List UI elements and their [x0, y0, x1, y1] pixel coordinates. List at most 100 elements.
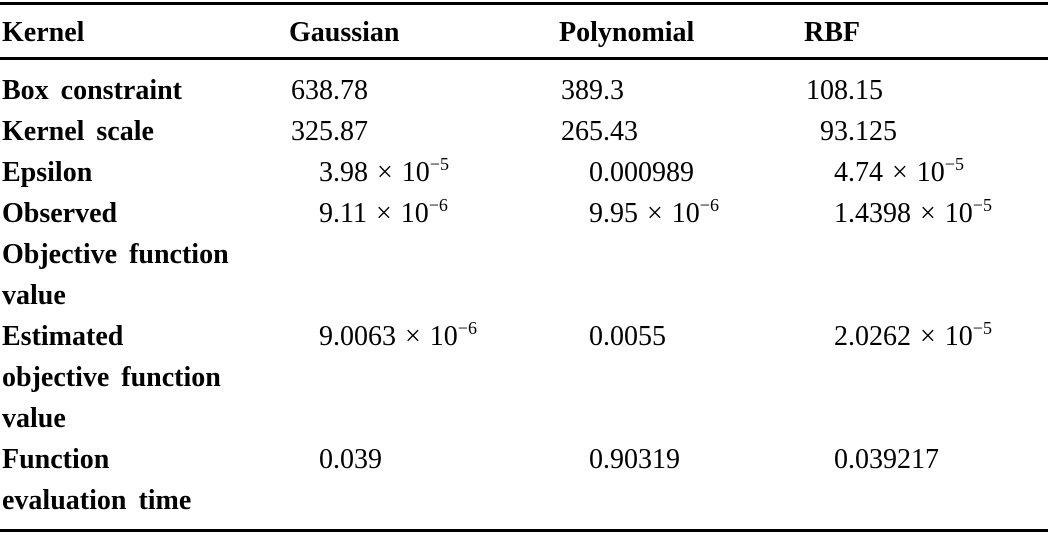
column-header-rbf: RBF [804, 17, 860, 48]
value-cell: 0.000989 [557, 152, 802, 193]
table-row: Kernel scale 325.87 265.43 93.125 [0, 111, 1048, 152]
value-cell: 1.4398 × 10−5 [802, 193, 1048, 316]
value-cell: 108.15 [802, 59, 1048, 112]
value-cell: 0.90319 [557, 439, 802, 531]
value-integer-part: 389 [561, 75, 603, 106]
value-fraction-part: .0055 [603, 321, 666, 352]
column-header-polynomial: Polynomial [559, 17, 695, 48]
value-integer-part: 9 [319, 198, 333, 229]
times-symbol: × [892, 157, 908, 188]
value-integer-part: 93 [820, 116, 848, 147]
times-symbol: × [920, 321, 936, 352]
row-label: Observed Objective function value [0, 193, 287, 316]
value-fraction-part: .98 [333, 157, 368, 188]
power-base: 10 [944, 198, 973, 229]
power-base: 10 [429, 321, 458, 352]
row-label-line: Estimated [2, 321, 124, 352]
value-cell: 389.3 [557, 59, 802, 112]
value-fraction-part: .78 [333, 75, 368, 106]
column-header-kernel: Kernel [2, 17, 85, 48]
table-row: Function evaluation time 0.039 0.90319 0.039… [0, 439, 1048, 531]
value-fraction-part: .4398 [848, 198, 911, 229]
value-cell: 9.11 × 10−6 [287, 193, 557, 316]
table-row: Epsilon 3.98 × 10−5 0.000989 4.74 × 10−5 [0, 152, 1048, 193]
value-integer-part: 0 [589, 321, 603, 352]
value-fraction-part: .87 [333, 116, 368, 147]
value-cell: 265.43 [557, 111, 802, 152]
row-label: Kernel scale [0, 111, 287, 152]
value-cell: 0.039217 [802, 439, 1048, 531]
value-cell: 638.78 [287, 59, 557, 112]
times-symbol: × [647, 198, 663, 229]
row-label: Box constraint [0, 59, 287, 112]
value-fraction-part: .0262 [848, 321, 911, 352]
value-fraction-part: .000989 [603, 157, 694, 188]
table-row: Estimated objective function value 9.0063 × 1… [0, 316, 1048, 439]
power-base: 10 [944, 321, 973, 352]
value-cell: 93.125 [802, 111, 1048, 152]
value-fraction-part: .11 [333, 198, 367, 229]
row-label-line: Kernel scale [2, 116, 154, 147]
value-fraction-part: .90319 [603, 444, 680, 475]
row-label-line: objective function [2, 362, 221, 393]
value-cell: 0.0055 [557, 316, 802, 439]
value-integer-part: 9 [589, 198, 603, 229]
column-header-gaussian: Gaussian [289, 17, 400, 48]
value-integer-part: 265 [561, 116, 603, 147]
value-fraction-part: .3 [603, 75, 624, 106]
row-label-line: evaluation time [2, 485, 192, 516]
times-symbol: × [920, 198, 936, 229]
table-header: Kernel Gaussian Polynomial RBF [0, 4, 1048, 59]
table-row: Box constraint 638.78 389.3 108.15 [0, 59, 1048, 112]
value-cell: 3.98 × 10−5 [287, 152, 557, 193]
value-integer-part: 638 [291, 75, 333, 106]
value-integer-part: 4 [834, 157, 848, 188]
value-cell: 9.95 × 10−6 [557, 193, 802, 316]
times-symbol: × [405, 321, 421, 352]
exponent: −5 [944, 153, 964, 174]
table-body: Box constraint 638.78 389.3 108.15 Kernel sc… [0, 59, 1048, 531]
value-fraction-part: .125 [848, 116, 897, 147]
exponent: −6 [457, 317, 477, 338]
row-label-line: Observed [2, 198, 118, 229]
row-label-line: Epsilon [2, 157, 93, 188]
value-integer-part: 108 [806, 75, 848, 106]
value-fraction-part: .0063 [333, 321, 396, 352]
row-label-line: Function [2, 444, 110, 475]
times-symbol: × [377, 157, 393, 188]
exponent: −5 [972, 317, 992, 338]
value-integer-part: 1 [834, 198, 848, 229]
row-label-line: value [2, 280, 66, 311]
value-fraction-part: .039217 [848, 444, 939, 475]
row-label-line: Objective function [2, 239, 229, 270]
power-base: 10 [916, 157, 945, 188]
hyperparameter-table: Kernel Gaussian Polynomial RBF Box constrai… [0, 2, 1048, 532]
header-row: Kernel Gaussian Polynomial RBF [0, 4, 1048, 59]
value-cell: 2.0262 × 10−5 [802, 316, 1048, 439]
value-fraction-part: .15 [848, 75, 883, 106]
value-fraction-part: .039 [333, 444, 382, 475]
value-fraction-part: .95 [603, 198, 638, 229]
power-base: 10 [400, 198, 429, 229]
row-label: Epsilon [0, 152, 287, 193]
row-label-line: Box constraint [2, 75, 182, 106]
exponent: −5 [972, 194, 992, 215]
value-cell: 0.039 [287, 439, 557, 531]
value-integer-part: 2 [834, 321, 848, 352]
value-fraction-part: .43 [603, 116, 638, 147]
exponent: −5 [429, 153, 449, 174]
value-integer-part: 0 [319, 444, 333, 475]
value-integer-part: 3 [319, 157, 333, 188]
value-cell: 9.0063 × 10−6 [287, 316, 557, 439]
value-integer-part: 9 [319, 321, 333, 352]
value-integer-part: 0 [589, 444, 603, 475]
power-base: 10 [401, 157, 430, 188]
exponent: −6 [428, 194, 448, 215]
value-cell: 4.74 × 10−5 [802, 152, 1048, 193]
value-integer-part: 325 [291, 116, 333, 147]
value-integer-part: 0 [834, 444, 848, 475]
table-row: Observed Objective function value 9.11 × 10−6… [0, 193, 1048, 316]
times-symbol: × [375, 198, 392, 229]
row-label: Function evaluation time [0, 439, 287, 531]
